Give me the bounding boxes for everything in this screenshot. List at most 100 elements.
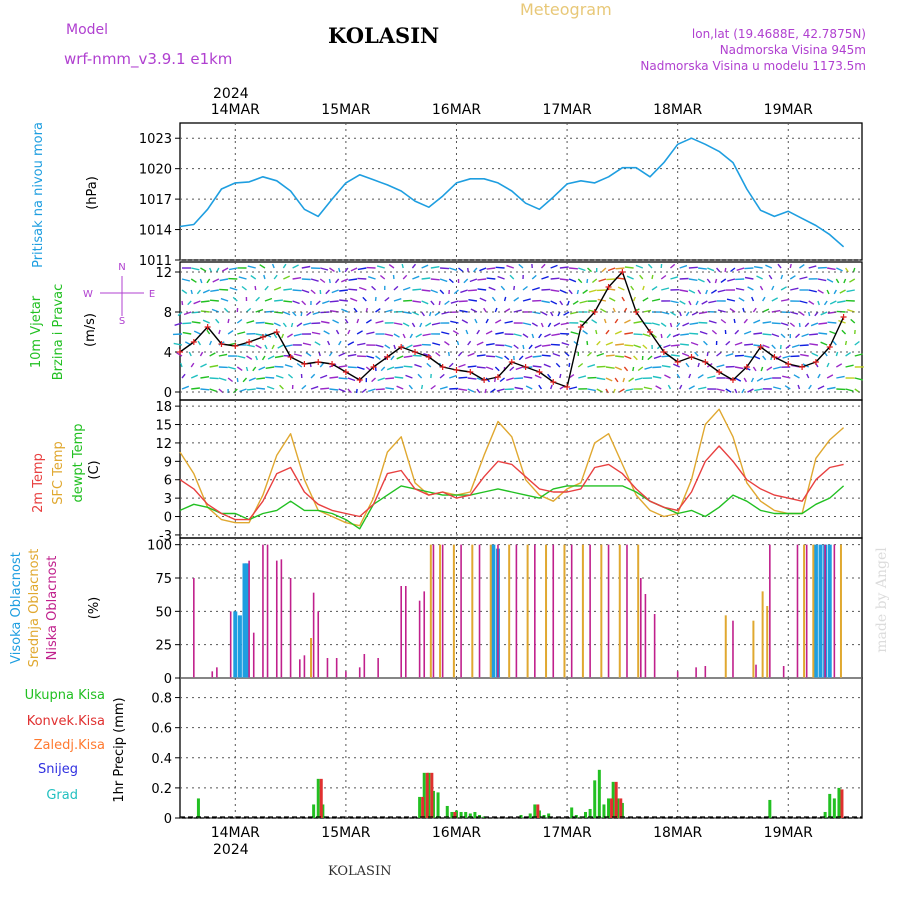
panel-frame-0 bbox=[179, 122, 863, 261]
wind-arrow bbox=[460, 289, 468, 294]
wind-arrow bbox=[409, 333, 414, 339]
wind-arrow bbox=[670, 263, 676, 269]
wind-arrow bbox=[232, 296, 238, 302]
wind-arrow bbox=[318, 351, 321, 357]
wind-arrow bbox=[559, 278, 569, 281]
wind-arrow bbox=[541, 311, 548, 316]
wind-arrow bbox=[193, 300, 201, 305]
bottom-day-label: 15MAR bbox=[321, 825, 370, 841]
wind-arrow bbox=[264, 322, 274, 325]
wind-arrow bbox=[780, 298, 790, 302]
wind-arrow bbox=[329, 363, 337, 368]
wind-arrow bbox=[221, 267, 229, 272]
precip-total-bar bbox=[607, 798, 611, 818]
wind-arrow bbox=[356, 330, 363, 335]
wind-speed-point bbox=[577, 324, 584, 330]
wind-arrow bbox=[789, 263, 792, 269]
wind-arrow bbox=[844, 340, 848, 346]
wind-arrow bbox=[423, 353, 432, 357]
wind-arrow bbox=[551, 333, 560, 337]
wind-arrow bbox=[311, 331, 321, 335]
wind-arrow bbox=[329, 300, 339, 303]
wind-arrow bbox=[449, 267, 457, 271]
wind-arrow bbox=[752, 307, 757, 313]
wind-arrow bbox=[461, 319, 469, 324]
wind-arrow bbox=[375, 320, 384, 324]
wind-speed-point bbox=[384, 354, 391, 360]
wind-arrow bbox=[633, 355, 638, 361]
wind-arrow bbox=[633, 333, 643, 336]
top-day-label: 15MAR bbox=[321, 102, 370, 118]
wind-arrow bbox=[698, 321, 708, 324]
wind-arrow bbox=[386, 366, 395, 371]
top-day-label: 18MAR bbox=[653, 102, 702, 118]
wind-ylabel-2: Brzina i Pravac bbox=[51, 284, 66, 381]
wind-arrow bbox=[743, 330, 752, 335]
wind-arrow bbox=[402, 286, 411, 291]
wind-arrow bbox=[550, 289, 560, 292]
precip-total-bar bbox=[468, 813, 472, 818]
wind-arrow bbox=[494, 377, 497, 383]
wind-arrow bbox=[615, 343, 624, 346]
wind-arrow bbox=[568, 289, 573, 295]
wind-arrow bbox=[379, 274, 386, 280]
wind-arrow bbox=[216, 267, 220, 273]
wind-arrow bbox=[488, 286, 496, 291]
precip-total-bar bbox=[823, 811, 827, 818]
wind-arrow bbox=[485, 318, 489, 324]
ytick-label: 25 bbox=[155, 639, 172, 654]
wind-arrow bbox=[376, 265, 385, 269]
wind-arrow bbox=[655, 385, 662, 390]
wind-arrow bbox=[782, 355, 791, 359]
wind-arrow bbox=[347, 388, 352, 394]
wind-arrow bbox=[279, 384, 284, 390]
wind-arrow bbox=[532, 287, 540, 291]
wind-arrow bbox=[614, 318, 619, 324]
wind-arrow bbox=[254, 285, 257, 291]
wind-arrow bbox=[485, 366, 494, 371]
wind-arrow bbox=[642, 297, 649, 302]
wind-arrow bbox=[245, 366, 249, 372]
wind-arrow bbox=[804, 322, 810, 328]
wind-arrow bbox=[367, 388, 376, 392]
wind-arrow bbox=[206, 329, 211, 335]
wind-arrow bbox=[661, 365, 671, 368]
wind-arrow bbox=[255, 344, 262, 349]
wind-arrow bbox=[375, 308, 381, 313]
wind-speed-point bbox=[370, 364, 377, 370]
wind-speed-point bbox=[342, 369, 349, 375]
wind-arrow bbox=[188, 351, 192, 357]
wind-arrow bbox=[711, 329, 717, 335]
bottom-day-label: 19MAR bbox=[764, 825, 813, 841]
wind-arrow bbox=[664, 374, 671, 379]
wind-speed-point bbox=[481, 377, 488, 383]
wind-arrow bbox=[504, 355, 510, 361]
wind-arrow bbox=[679, 277, 689, 280]
wind-arrow bbox=[347, 341, 355, 346]
wind-arrow bbox=[347, 366, 357, 369]
panels: 1011101410171020102304812-30369121518025… bbox=[139, 122, 864, 827]
wind-arrow bbox=[223, 307, 229, 313]
precip-series-label: Snijeg bbox=[38, 762, 78, 777]
wind-arrow bbox=[504, 344, 513, 348]
station-title: KOLASIN bbox=[328, 23, 439, 48]
wind-arrow bbox=[426, 362, 432, 368]
wind-arrow bbox=[624, 332, 634, 335]
wind-arrow bbox=[624, 355, 632, 360]
wind-arrow bbox=[852, 267, 856, 273]
wind-speed-point bbox=[702, 359, 709, 365]
wind-arrow bbox=[219, 288, 229, 291]
wind-arrow bbox=[320, 387, 330, 390]
wind-arrow bbox=[670, 354, 680, 357]
precip-total-bar bbox=[593, 780, 597, 818]
wind-arrow bbox=[286, 333, 293, 338]
wind-arrow bbox=[402, 322, 410, 327]
wind-arrow bbox=[800, 353, 809, 357]
wind-arrow bbox=[763, 377, 772, 381]
wind-arrow bbox=[762, 321, 772, 324]
wind-arrow bbox=[750, 377, 755, 383]
wind-arrow bbox=[735, 287, 745, 291]
wind-arrow bbox=[323, 330, 330, 335]
wind-arrow bbox=[579, 320, 588, 324]
wind-arrow bbox=[476, 366, 486, 369]
